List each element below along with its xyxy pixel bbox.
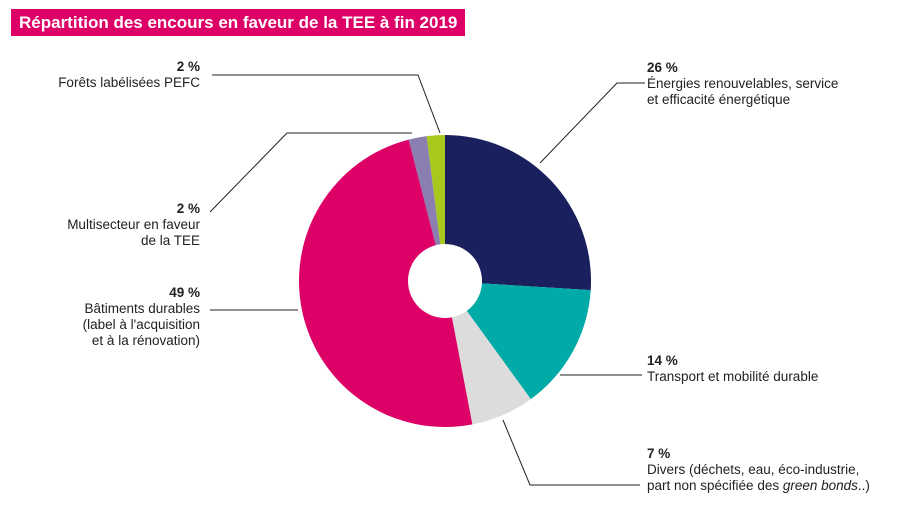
label-forets: 2 % Forêts labélisées PEFC (58, 59, 200, 90)
label-multisecteur: 2 % Multisecteur en faveur de la TEE (67, 201, 200, 248)
donut-slice-0 (445, 135, 591, 291)
donut-slice-4 (408, 136, 441, 246)
chart-title: Répartition des encours en faveur de la … (11, 9, 466, 36)
leader-multisecteur (209, 132, 412, 213)
donut-slice-2 (451, 310, 531, 425)
leader-lines (209, 74, 645, 486)
donut-slice-1 (466, 283, 591, 400)
label-divers: 7 % Divers (déchets, eau, éco-industrie,… (647, 446, 870, 493)
label-transport: 14 % Transport et mobilité durable (647, 353, 819, 384)
label-batiments: 49 % Bâtiments durables (label à l'acquis… (82, 285, 200, 348)
leader-divers (502, 419, 640, 486)
label-energies: 26 % Énergies renouvelables, service et e… (647, 60, 839, 107)
donut-slice-3 (299, 139, 473, 427)
leader-energies (539, 82, 645, 164)
leader-forets (212, 74, 441, 134)
donut-slice-5 (426, 135, 445, 245)
